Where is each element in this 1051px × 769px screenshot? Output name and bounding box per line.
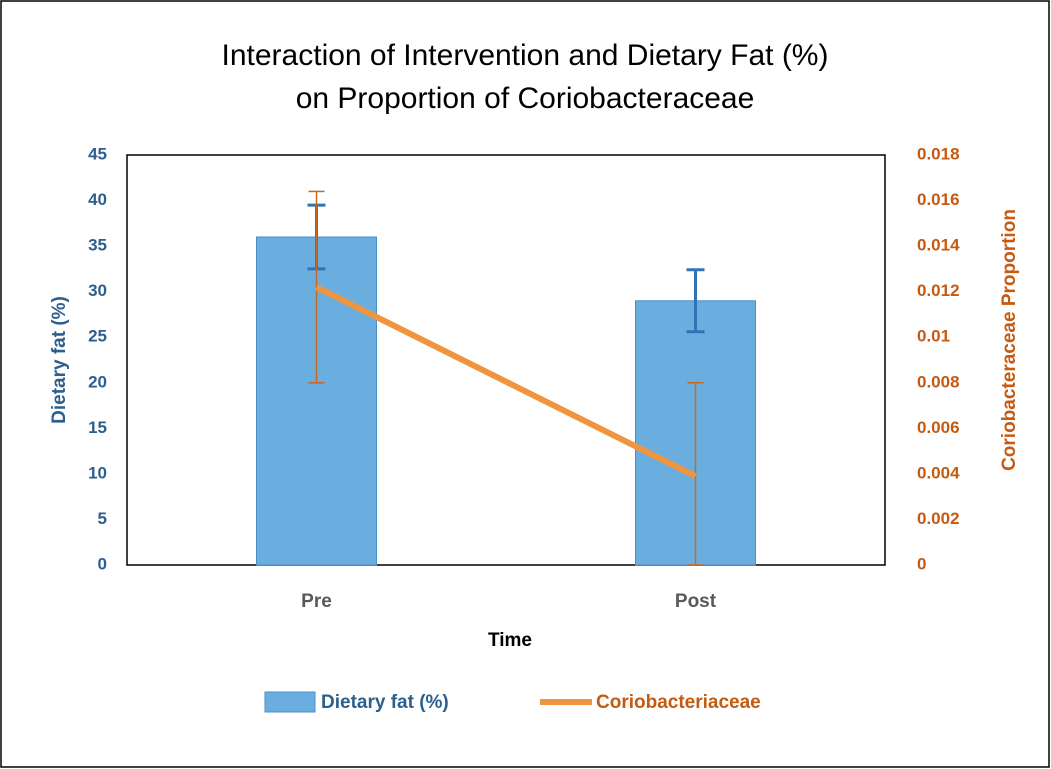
y2-tick-label: 0.002	[917, 509, 960, 528]
line	[315, 284, 697, 479]
error-bar	[686, 268, 705, 334]
y-tick-label: 0	[98, 554, 107, 573]
y2-tick-label: 0.014	[917, 236, 960, 255]
y-axis-label: Dietary fat (%)	[49, 296, 70, 424]
legend-swatch	[264, 691, 316, 713]
y-tick-label: 15	[88, 418, 107, 437]
legend-label: Dietary fat (%)	[321, 692, 449, 713]
y-tick-label: 10	[88, 463, 107, 482]
x-tick-label: Post	[675, 591, 717, 612]
y2-tick-label: 0.006	[917, 418, 960, 437]
y-tick-label: 5	[98, 509, 107, 528]
y-tick-label: 40	[88, 190, 107, 209]
y-tick-label: 25	[88, 327, 107, 346]
y2-tick-label: 0.012	[917, 281, 960, 300]
legend-label: Coriobacteriaceae	[596, 692, 761, 713]
y-tick-label: 20	[88, 372, 107, 391]
y2-tick-label: 0.008	[917, 372, 960, 391]
y2-tick-label: 0.004	[917, 463, 960, 482]
chart-title: Interaction of Intervention and Dietary …	[222, 39, 829, 72]
y-tick-label: 30	[88, 281, 107, 300]
y2-tick-label: 0	[917, 554, 926, 573]
plot-area	[126, 154, 886, 566]
y2-tick-label: 0.01	[917, 327, 950, 346]
y2-tick-label: 0.016	[917, 190, 960, 209]
y2-axis-label: Coriobacteraceae Proportion	[999, 209, 1020, 471]
y2-tick-label: 0.018	[917, 144, 960, 163]
y-tick-label: 45	[88, 144, 107, 163]
chart-title: on Proportion of Coriobacteraceae	[296, 82, 755, 115]
y-tick-label: 35	[88, 236, 107, 255]
x-tick-label: Pre	[301, 591, 332, 612]
x-axis-label: Time	[488, 630, 532, 651]
